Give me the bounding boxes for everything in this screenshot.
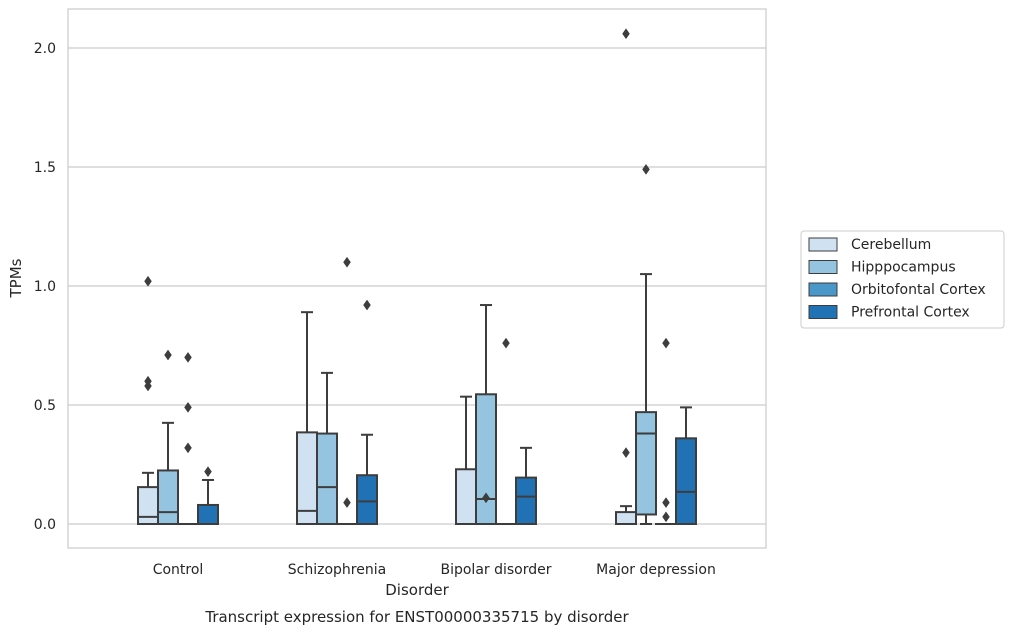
x-tick-label: Bipolar disorder <box>440 562 551 578</box>
outlier-point <box>343 497 351 509</box>
outlier-point <box>144 275 152 287</box>
y-tick-label: 0.5 <box>34 398 56 414</box>
x-tick-label: Major depression <box>596 562 716 578</box>
plot-area-border <box>67 8 767 549</box>
x-tick-label: Schizophrenia <box>288 562 386 578</box>
x-tick-labels: Control Schizophrenia Bipolar disorder Majo… <box>153 562 716 578</box>
box-orbitofontal-cortex <box>336 256 358 526</box>
outlier-point <box>184 401 192 413</box>
box-series-group <box>137 28 697 526</box>
box-cerebellum <box>137 275 159 525</box>
legend-label: Orbitofontal Cortex <box>851 282 986 298</box>
outlier-point <box>642 163 650 175</box>
y-axis-title: TPMs <box>7 258 25 298</box>
y-tick-label: 1.0 <box>34 279 56 295</box>
box-cerebellum <box>296 311 318 525</box>
legend-label: Hipppocampus <box>851 260 956 276</box>
box-hipppocampus <box>157 349 179 526</box>
y-tick-labels: 0.0 0.5 1.0 1.5 2.0 <box>34 41 56 533</box>
box-cerebellum <box>455 395 477 526</box>
legend-frame <box>800 230 1005 329</box>
box-body <box>157 469 179 526</box>
box-orbitofontal-cortex <box>655 337 677 526</box>
box-prefrontal-cortex <box>515 446 537 525</box>
box-orbitofontal-cortex <box>177 351 199 526</box>
outlier-point <box>662 337 670 349</box>
y-tick-label: 0.0 <box>34 517 56 533</box>
box-body <box>137 486 159 525</box>
box-body <box>197 503 219 525</box>
outlier-point <box>363 299 371 311</box>
box-body <box>615 511 637 525</box>
x-axis-title: Disorder <box>385 581 449 599</box>
legend: Cerebellum Hipppocampus Orbitofontal Corte… <box>800 230 1005 329</box>
outlier-point <box>144 375 152 387</box>
box-hipppocampus <box>316 371 338 525</box>
box-prefrontal-cortex <box>675 406 697 526</box>
y-tick-label: 1.5 <box>34 160 56 176</box>
box-body <box>316 432 338 525</box>
box-body <box>455 468 477 526</box>
y-tick-label: 2.0 <box>34 41 56 57</box>
box-body <box>515 476 537 525</box>
box-prefrontal-cortex <box>356 299 378 525</box>
box-body <box>675 437 697 526</box>
legend-swatch <box>808 305 838 319</box>
legend-swatch <box>808 260 838 274</box>
box-body <box>356 474 378 525</box>
outlier-point <box>622 447 630 459</box>
box-body <box>635 411 657 516</box>
grid-lines <box>68 47 766 525</box>
outlier-point <box>204 466 212 478</box>
box-prefrontal-cortex <box>197 466 219 525</box>
outlier-point <box>164 349 172 361</box>
legend-swatch <box>808 237 838 252</box>
legend-label: Prefrontal Cortex <box>851 305 970 321</box>
legend-swatch <box>808 282 838 297</box>
box-hipppocampus <box>635 163 657 525</box>
legend-label: Cerebellum <box>851 237 931 253</box>
outlier-point <box>184 351 192 363</box>
box-cerebellum <box>615 28 637 525</box>
box-orbitofontal-cortex <box>495 337 517 526</box>
outlier-point <box>482 492 490 504</box>
x-tick-label: Control <box>153 562 204 578</box>
plot-frame <box>67 8 767 549</box>
outlier-point <box>184 442 192 454</box>
outlier-point <box>622 28 630 40</box>
outlier-point <box>502 337 510 349</box>
outlier-point <box>343 256 351 268</box>
box-body <box>475 393 497 526</box>
outlier-point <box>662 511 670 523</box>
box-hipppocampus <box>475 304 497 526</box>
chart-caption: Transcript expression for ENST0000033571… <box>204 608 629 626</box>
outlier-point <box>662 497 670 509</box>
